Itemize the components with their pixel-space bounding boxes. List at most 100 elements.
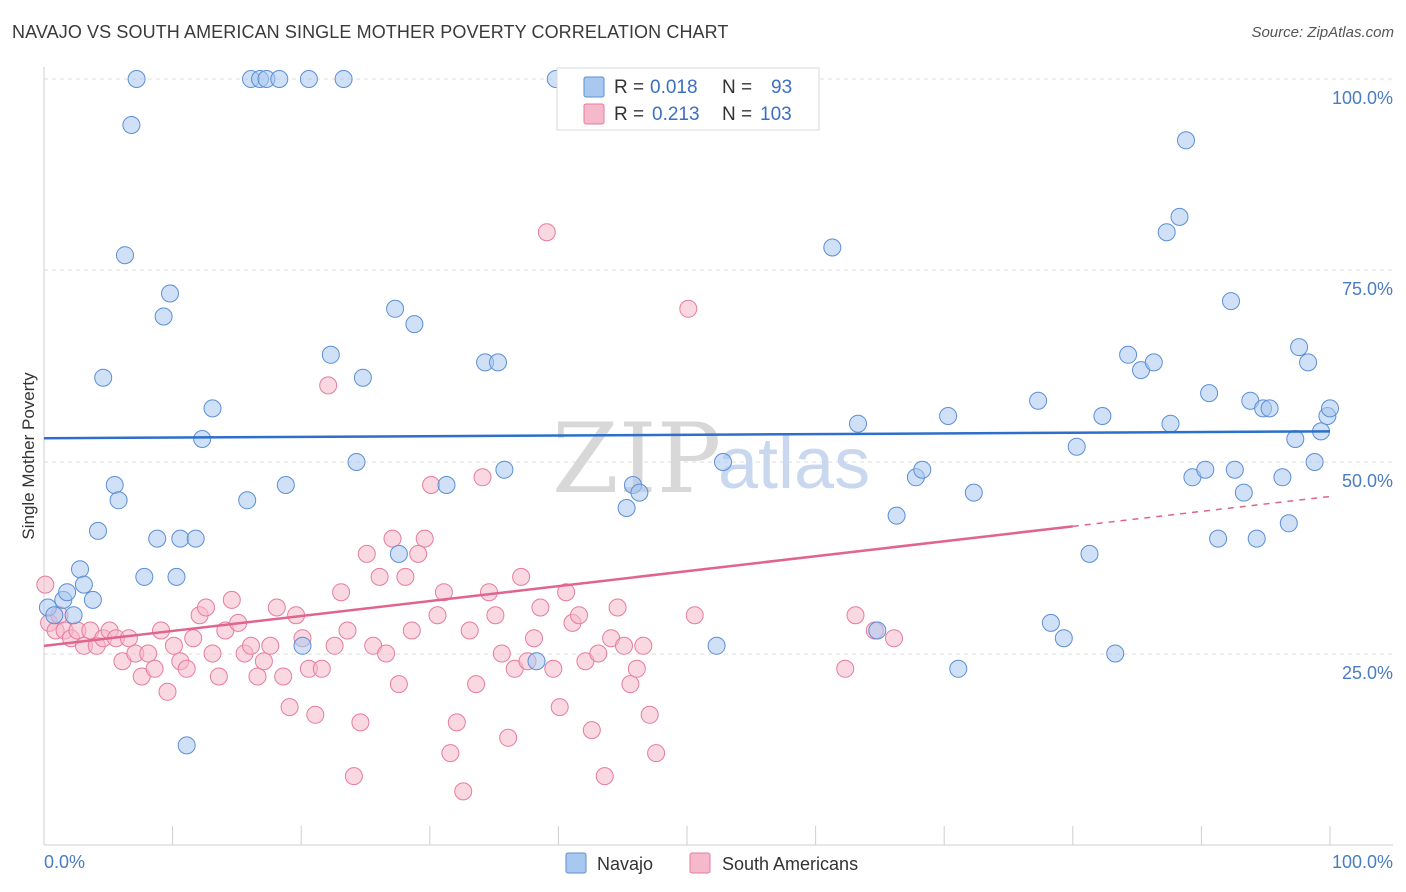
south-americans-point [615,636,633,655]
navajo-point [527,652,546,671]
legend-navajo-n-label: N = [722,77,752,98]
navajo-point [1290,338,1309,357]
navajo-point [868,621,887,640]
source-credit: Source: ZipAtlas.com [1251,24,1394,41]
navajo-point [203,399,222,418]
south-americans-point [447,713,466,732]
navajo-point [58,583,77,602]
navajo-point [707,636,726,655]
bottom-legend-south-label: South Americans [722,854,858,874]
navajo-point [105,476,124,494]
south-americans-point [640,705,659,724]
south-americans-point [158,682,177,701]
navajo-point [94,368,113,387]
y-tick-labels: 100.0% 75.0% 50.0% 25.0% [1332,88,1393,683]
navajo-point [83,590,102,609]
y-tick-label-75: 75.0% [1342,279,1393,299]
navajo-point [1119,345,1138,364]
navajo-point [353,368,372,387]
navajo-point [89,521,107,540]
navajo-point [1177,131,1195,150]
legend-south-swatch [583,103,605,125]
x-tick-label-100: 100.0% [1332,852,1393,872]
south-americans-point [836,659,855,678]
south-americans-point [248,667,267,686]
south-americans-point [389,675,408,694]
navajo-point [321,345,340,364]
south-americans-point [531,598,550,617]
south-americans-point [608,598,627,617]
y-tick-label-25: 25.0% [1342,663,1393,683]
south-americans-point [480,583,498,602]
south-americans-point [415,529,434,548]
navajo-point [64,606,83,625]
navajo-point [1273,468,1292,487]
navajo-point [405,315,424,334]
navajo-point [964,483,983,502]
navajo-point [1279,514,1298,533]
navajo-point [887,506,906,525]
navajo-point [1305,453,1324,471]
correlation-legend: R = 0.018 N = 93 R = 0.213 N = 103 [556,67,820,131]
navajo-point [71,560,89,579]
navajo-point [1222,292,1240,311]
navajo-point [1209,529,1228,548]
navajo-point [74,575,93,594]
navajo-point [127,70,146,88]
south-americans-point [242,636,260,655]
navajo-point [177,736,196,755]
south-americans-trend-line [43,525,1073,648]
south-americans-point [885,629,903,648]
south-americans-point [351,713,370,732]
navajo-point [495,460,514,479]
south-americans-point [312,659,331,678]
navajo-point [714,453,732,471]
south-americans-point [428,606,447,625]
south-americans-point [280,698,299,717]
navajo-point [1200,384,1219,403]
navajo-point [299,70,318,88]
south-americans-point [402,621,421,640]
navajo-point [1041,613,1060,632]
legend-south-n-label: N = [722,104,752,125]
navajo-point [1106,644,1125,663]
south-americans-point [589,644,608,663]
south-americans-point [357,544,376,563]
navajo-point [1157,223,1176,242]
south-americans-point [595,767,614,786]
south-americans-point [377,644,396,663]
south-americans-point [409,544,428,563]
south-americans-point [621,675,640,694]
trend-lines [43,430,1331,648]
south-americans-point [203,644,222,663]
navajo-point [45,606,64,625]
south-americans-point [473,468,492,487]
navajo-point [171,529,190,548]
navajo-point [823,238,842,257]
south-americans-point [222,590,241,609]
navajo-point [148,529,167,548]
south-americans-point [119,629,138,648]
navajo-point [1247,529,1266,548]
south-americans-point [634,636,653,655]
south-americans-point [306,705,325,724]
south-americans-point [486,606,505,625]
navajo-point [1225,460,1244,479]
navajo-point [630,483,649,502]
navajo-points [38,70,1339,755]
navajo-point [437,476,456,494]
navajo-point [109,491,128,510]
navajo-point [1054,629,1073,648]
navajo-point [193,430,212,448]
south-americans-point [139,644,158,663]
navajo-point [186,529,205,548]
south-americans-point [344,767,363,786]
navajo-point [389,544,408,563]
south-americans-point [254,652,273,671]
south-americans-point [679,299,698,318]
south-americans-point [441,744,460,763]
south-americans-point [627,659,646,678]
south-americans-point [177,659,196,678]
south-americans-point [36,575,55,594]
